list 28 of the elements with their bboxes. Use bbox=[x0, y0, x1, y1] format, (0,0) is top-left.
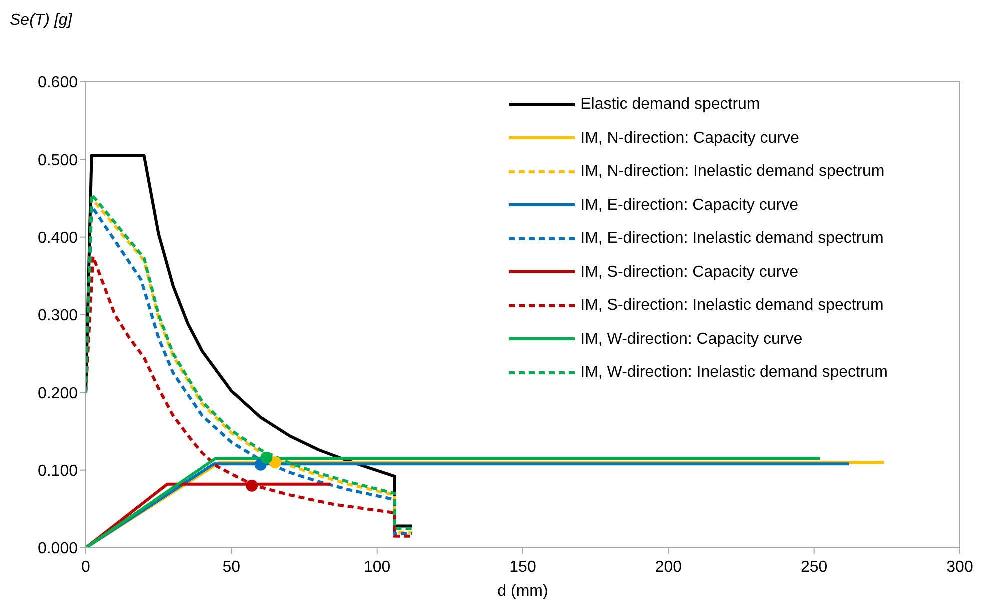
x-tick-label: 300 bbox=[946, 559, 974, 576]
legend-label: IM, E-direction: Capacity curve bbox=[580, 196, 798, 216]
x-axis-title: d (mm) bbox=[498, 583, 548, 600]
point bbox=[246, 480, 258, 492]
x-tick-label: 200 bbox=[655, 559, 682, 576]
y-tick-label: 0.100 bbox=[38, 463, 78, 480]
point bbox=[260, 452, 273, 464]
y-tick-label: 0.500 bbox=[38, 152, 78, 170]
point bbox=[269, 456, 282, 469]
y-tick-label: 0.000 bbox=[38, 540, 78, 558]
y-tick-label: 0.600 bbox=[38, 74, 78, 92]
x-tick-label: 150 bbox=[510, 559, 536, 576]
x-tick-label: 250 bbox=[800, 559, 828, 576]
legend-label: IM, S-direction: Capacity curve bbox=[580, 262, 798, 282]
legend-label: Elastic demand spectrum bbox=[580, 95, 760, 115]
legend-label: IM, W-direction: Capacity curve bbox=[580, 330, 803, 350]
y-tick-label: 0.300 bbox=[38, 308, 78, 325]
x-tick-label: 100 bbox=[364, 559, 391, 576]
legend-label: IM, E-direction: Inelastic demand spectrum bbox=[580, 229, 884, 249]
legend-label: IM, N-direction: Capacity curve bbox=[580, 128, 800, 148]
y-tick-label: 0.400 bbox=[38, 230, 78, 248]
legend-label: IM, S-direction: Inelastic demand spectrum bbox=[580, 296, 884, 316]
x-tick-label: 50 bbox=[222, 559, 241, 576]
y-tick-label: 0.200 bbox=[38, 385, 78, 402]
y-axis-title: Se(T) [g] bbox=[10, 12, 72, 30]
x-tick-label: 0 bbox=[82, 559, 91, 576]
legend-label: IM, N-direction: Inelastic demand spectrum bbox=[580, 162, 885, 182]
legend-label: IM, W-direction: Inelastic demand spectrum bbox=[580, 363, 888, 383]
